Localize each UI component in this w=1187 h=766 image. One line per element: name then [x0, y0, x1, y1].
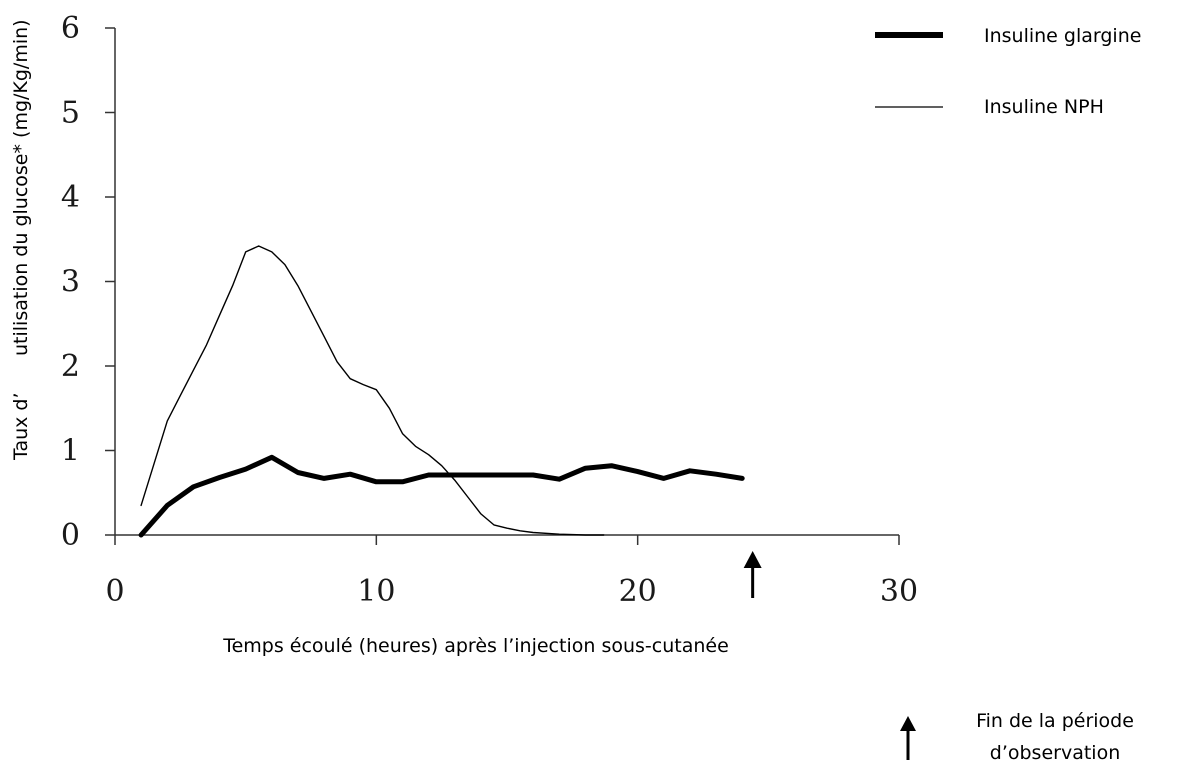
y-tick-label: 2 [61, 349, 80, 384]
y-tick-label: 4 [61, 180, 80, 215]
y-tick-label: 1 [61, 434, 80, 469]
legend: Insuline glargine Insuline NPH [875, 25, 1141, 118]
x-tick-label: 20 [619, 574, 657, 609]
note-arrow-head-icon [900, 716, 916, 731]
y-axis-label-part1: Taux d’ [10, 392, 32, 461]
y-tick-label: 3 [61, 265, 80, 300]
series-line-nph [140, 245, 605, 536]
observation-end-marker [743, 551, 762, 598]
observation-note-line1: Fin de la période [976, 710, 1134, 732]
plot-area [138, 245, 745, 538]
y-tick-label: 5 [61, 96, 80, 131]
y-tick-label: 6 [61, 11, 80, 46]
x-tick-label: 10 [357, 574, 395, 609]
x-axis-label: Temps écoulé (heures) après l’injection … [222, 635, 729, 657]
observation-note: Fin de la période d’observation [900, 710, 1134, 764]
ticks: 0 10 20 30 0 1 2 3 4 5 6 [61, 11, 918, 609]
x-tick-label: 30 [880, 574, 918, 609]
observation-note-line2: d’observation [990, 742, 1120, 764]
y-tick-label: 0 [61, 518, 80, 553]
x-tick-label: 0 [105, 574, 124, 609]
y-axis-label-part2: utilisation du glucose* (mg/Kg/min) [10, 19, 32, 356]
series-line-glargine [138, 454, 745, 538]
legend-label-glargine: Insuline glargine [984, 25, 1141, 47]
observation-end-arrow-head-icon [743, 551, 762, 568]
legend-label-nph: Insuline NPH [984, 96, 1104, 118]
axes [114, 28, 899, 536]
